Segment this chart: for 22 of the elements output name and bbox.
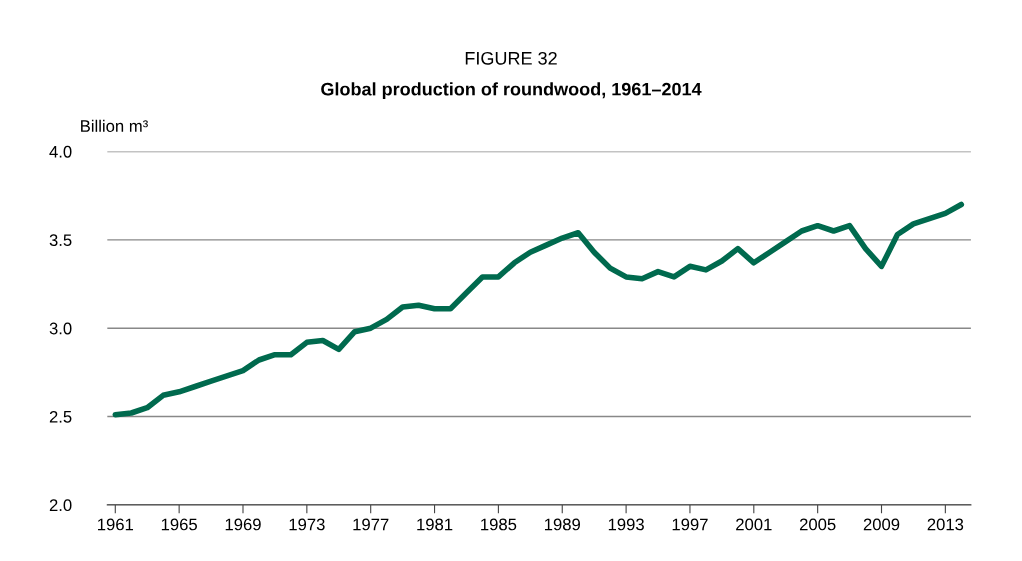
x-tick-label: 1973 — [289, 518, 325, 531]
x-tick-label: 2005 — [799, 518, 836, 531]
x-tick-label: 1977 — [353, 518, 389, 531]
y-tick-label: 4.0 — [49, 145, 72, 158]
chart-title: FIGURE 32 — [465, 51, 557, 65]
x-tick-label: 2013 — [927, 518, 964, 531]
y-axis-title: Billion m³ — [81, 119, 148, 132]
x-tick-label: 1981 — [417, 518, 453, 531]
x-tick-label: 1985 — [481, 518, 517, 531]
x-tick-label: 1989 — [544, 518, 580, 531]
x-tick-label: 1965 — [161, 518, 197, 531]
x-tick-label: 1961 — [98, 518, 134, 531]
y-tick-label: 3.5 — [49, 234, 72, 247]
y-tick-label: 2.0 — [49, 499, 72, 512]
y-tick-label: 3.0 — [49, 322, 72, 335]
y-tick-label: 2.5 — [49, 410, 72, 423]
x-tick-label: 1969 — [225, 518, 261, 531]
x-tick-label: 1993 — [608, 518, 644, 531]
x-tick-label: 2001 — [736, 518, 772, 531]
x-tick-label: 1997 — [672, 518, 708, 531]
x-tick-label: 2009 — [863, 518, 900, 531]
chart-subtitle: Global production of roundwood, 1961–2014 — [321, 82, 702, 100]
